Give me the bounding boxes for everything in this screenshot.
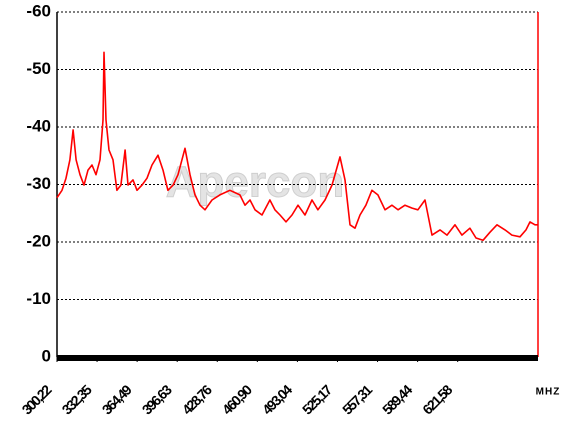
- series-line: [56, 51, 538, 242]
- x-tick-label: 300,22: [19, 381, 55, 417]
- x-unit: MHZ: [536, 387, 561, 398]
- x-tick-label: 621,58: [419, 381, 455, 417]
- x-tick-label: 396,63: [139, 381, 175, 417]
- x-tick-label: 525,17: [299, 381, 335, 417]
- x-tick-label: 493,04: [259, 381, 295, 417]
- x-tick-label: 557,31: [339, 381, 375, 417]
- x-tick-label: 364,49: [99, 381, 135, 417]
- y-tick-label: -60: [26, 1, 51, 20]
- y-tick-label: -20: [26, 231, 51, 250]
- y-tick-label: -50: [26, 59, 51, 78]
- x-tick-label: 589,44: [379, 381, 415, 417]
- x-tick-label: 428,76: [179, 381, 215, 417]
- y-tick-label: 0: [42, 346, 51, 365]
- y-tick-label: -30: [26, 174, 51, 193]
- y-tick-label: -40: [26, 116, 51, 135]
- x-tick-label: 332,35: [59, 381, 95, 417]
- y-tick-label: -10: [26, 289, 51, 308]
- x-tick-label: 460,90: [219, 381, 255, 417]
- watermark: Apercon: [166, 158, 344, 207]
